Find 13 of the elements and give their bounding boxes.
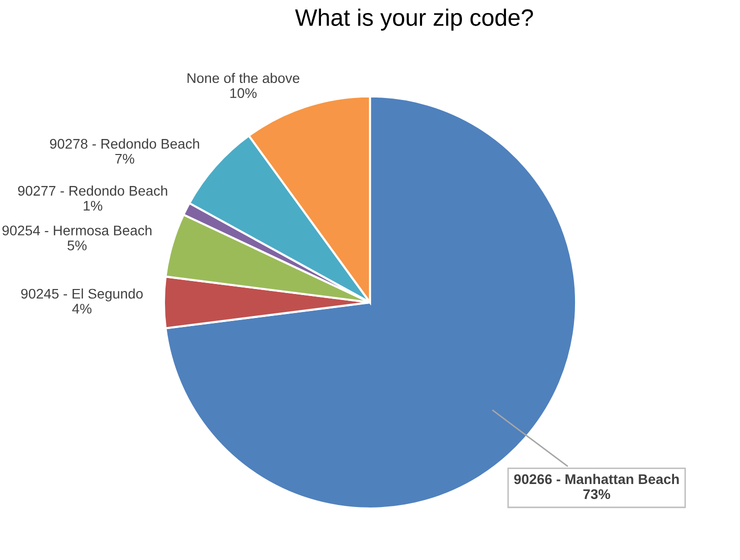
slice-label: 90266 - Manhattan Beach: [514, 474, 679, 484]
slice-label: 90254 - Hermosa Beach: [2, 225, 152, 236]
slice-label: 90278 - Redondo Beach: [50, 138, 200, 149]
data-label: 1%: [84, 200, 102, 211]
data-label: 5%: [68, 240, 87, 250]
slice-label: 90245 - El Segundo: [21, 288, 143, 302]
data-label: 4%: [72, 304, 92, 314]
slice-label: 90277 - Redondo Beach: [18, 186, 168, 196]
data-label: 73%: [583, 489, 610, 500]
chart-title: What is your zip code?: [295, 8, 533, 31]
data-label: 10%: [230, 88, 257, 98]
slice-label: None of the above: [188, 72, 300, 84]
data-label: 7%: [115, 154, 134, 164]
